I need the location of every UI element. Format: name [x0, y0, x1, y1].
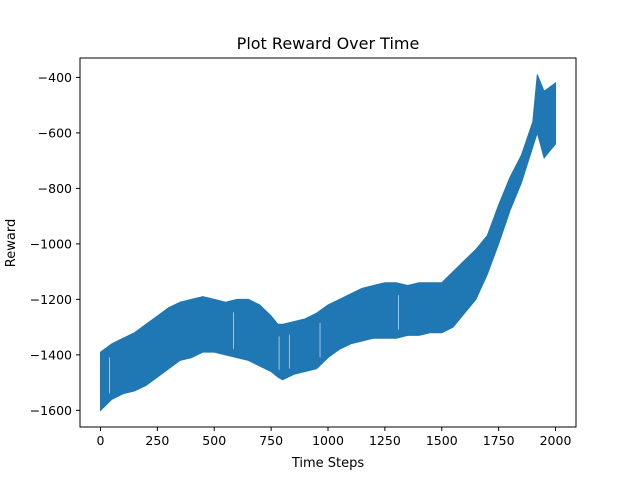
chart-title: Plot Reward Over Time [237, 34, 420, 53]
x-tick-label: 1750 [483, 433, 515, 448]
y-axis-label: Reward [4, 219, 19, 267]
y-tick-label: −600 [38, 125, 72, 140]
x-axis: 0 250 500 750 1000 1250 1500 1750 2000 [97, 427, 572, 448]
x-tick-label: 2000 [540, 433, 572, 448]
x-tick-label: 500 [202, 433, 226, 448]
y-tick-label: −1200 [30, 292, 72, 307]
reward-series [100, 74, 556, 412]
x-axis-label: Time Steps [291, 456, 365, 471]
x-tick-label: 0 [97, 433, 105, 448]
y-tick-label: −1600 [30, 403, 72, 418]
y-tick-label: −800 [38, 181, 72, 196]
y-axis: −1600 −1400 −1200 −1000 −800 −600 −400 [30, 70, 80, 418]
y-tick-label: −1400 [30, 347, 72, 362]
plot-area [100, 74, 556, 412]
x-tick-label: 1250 [369, 433, 401, 448]
y-tick-label: −1000 [30, 236, 72, 251]
y-tick-label: −400 [38, 70, 72, 85]
x-tick-label: 1000 [312, 433, 344, 448]
x-tick-label: 750 [259, 433, 283, 448]
x-tick-label: 1500 [426, 433, 458, 448]
x-tick-label: 250 [145, 433, 169, 448]
